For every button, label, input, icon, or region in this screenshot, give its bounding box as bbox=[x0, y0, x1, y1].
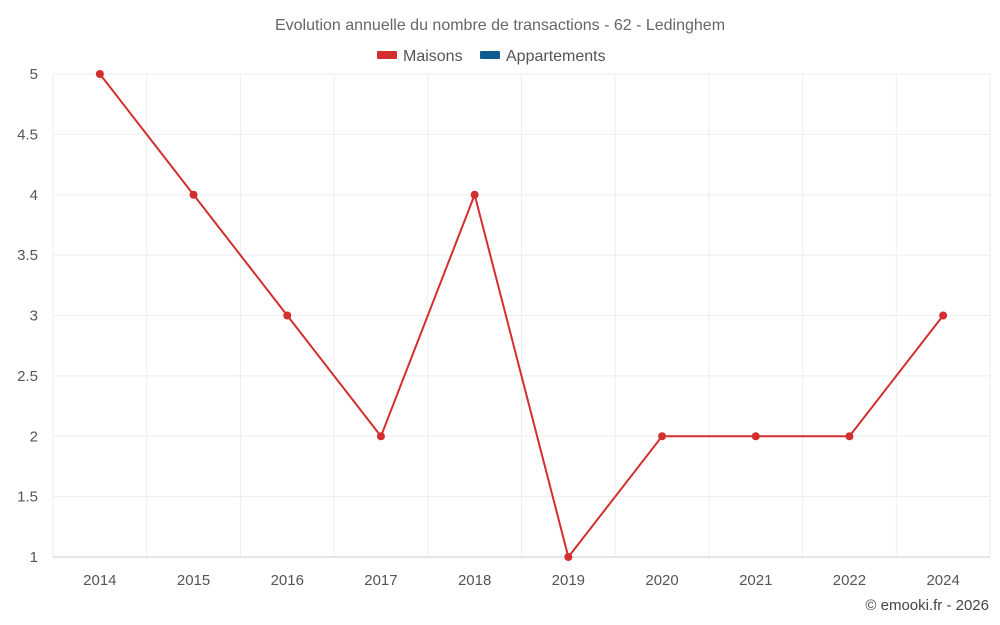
data-point-maisons[interactable] bbox=[845, 432, 854, 441]
legend-swatch-maisons bbox=[377, 51, 397, 59]
x-tick-label: 2019 bbox=[552, 572, 585, 589]
x-tick-label: 2021 bbox=[739, 572, 772, 589]
data-point-maisons[interactable] bbox=[751, 432, 760, 441]
data-point-maisons[interactable] bbox=[189, 190, 198, 199]
x-tick-label: 2022 bbox=[833, 572, 866, 589]
grid bbox=[52, 73, 991, 557]
legend-item-appartements[interactable]: Appartements bbox=[480, 48, 606, 65]
x-tick-label: 2020 bbox=[645, 572, 678, 589]
data-point-maisons[interactable] bbox=[95, 70, 104, 78]
y-tick-label: 1.5 bbox=[17, 489, 38, 506]
data-point-maisons[interactable] bbox=[564, 553, 573, 561]
data-point-maisons[interactable] bbox=[658, 432, 667, 441]
legend-swatch-appartements bbox=[480, 51, 500, 59]
data-point-maisons[interactable] bbox=[470, 190, 479, 199]
x-axis-ticks: 2014 2015 2016 2017 2018 2019 2020 2021 2022 2024 bbox=[83, 572, 960, 589]
y-tick-label: 4.5 bbox=[17, 126, 38, 143]
y-tick-label: 4 bbox=[30, 187, 38, 204]
series-line-maisons bbox=[99, 73, 944, 558]
x-tick-label: 2018 bbox=[458, 572, 491, 589]
legend-label-appartements: Appartements bbox=[506, 48, 606, 65]
x-tick-label: 2015 bbox=[177, 572, 210, 589]
x-tick-label: 2024 bbox=[926, 572, 959, 589]
y-tick-label: 2.5 bbox=[17, 368, 38, 385]
x-tick-label: 2016 bbox=[271, 572, 304, 589]
data-point-maisons[interactable] bbox=[283, 311, 292, 320]
legend-item-maisons[interactable]: Maisons bbox=[377, 48, 463, 65]
legend-label-maisons: Maisons bbox=[403, 48, 463, 65]
x-tick-label: 2014 bbox=[83, 572, 116, 589]
legend[interactable]: Maisons Appartements bbox=[377, 48, 606, 65]
y-axis-ticks: 1 1.5 2 2.5 3 3.5 4 4.5 5 bbox=[17, 66, 38, 566]
series-maisons bbox=[95, 70, 948, 561]
y-tick-label: 3 bbox=[30, 308, 38, 325]
chart-title: Evolution annuelle du nombre de transact… bbox=[275, 17, 725, 34]
y-tick-label: 1 bbox=[30, 549, 38, 566]
y-tick-label: 2 bbox=[30, 428, 38, 445]
data-point-maisons[interactable] bbox=[939, 311, 948, 320]
y-tick-label: 3.5 bbox=[17, 247, 38, 264]
y-tick-label: 5 bbox=[30, 66, 38, 83]
credit-text: © emooki.fr - 2026 bbox=[865, 597, 989, 614]
data-point-maisons[interactable] bbox=[376, 432, 385, 441]
x-tick-label: 2017 bbox=[364, 572, 397, 589]
